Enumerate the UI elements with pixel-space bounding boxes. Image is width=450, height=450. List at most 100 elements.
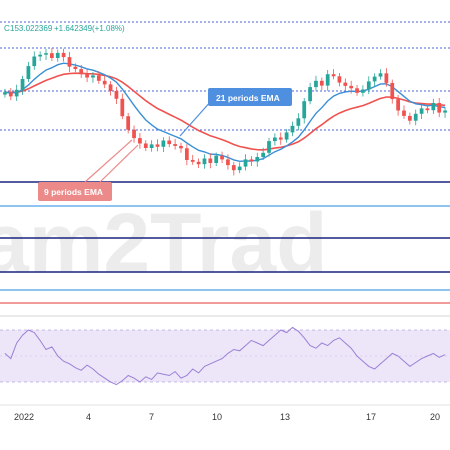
rsi-pane[interactable] [0, 326, 450, 386]
candle-body [132, 129, 136, 139]
candle-body [202, 158, 207, 165]
candle-body [437, 103, 442, 113]
candle-body [149, 144, 154, 148]
candle-body [20, 79, 25, 90]
ema-9-callout-box [38, 182, 112, 201]
candle-body [319, 80, 324, 86]
candle-body [361, 89, 365, 93]
candle-body [120, 98, 125, 117]
ema-21-callout-text: 21 periods EMA [216, 93, 280, 103]
candle-body [396, 99, 400, 111]
horizontal-levels [0, 181, 450, 304]
candle-body [337, 76, 342, 83]
candle-body [331, 74, 336, 77]
candle-body [390, 82, 395, 100]
candle-body [372, 76, 377, 82]
candle-body [179, 145, 183, 149]
candle-body [190, 160, 195, 162]
x-tick-label: 2022 [14, 412, 34, 422]
candle-body [3, 92, 7, 95]
candle-body [26, 66, 31, 79]
candle-body [85, 74, 89, 78]
candle-body [38, 54, 43, 57]
candle-body [220, 155, 224, 160]
ema-9-callout-text: 9 periods EMA [44, 187, 103, 197]
x-tick-label: 4 [86, 412, 91, 422]
candle-body [273, 137, 277, 142]
time-axis[interactable]: 2022 4 7 10 13 17 20 [0, 404, 450, 422]
ema-9-callout: 9 periods EMA [38, 139, 139, 201]
candle-body [343, 82, 348, 86]
x-tick-label: 17 [366, 412, 376, 422]
candle-body [278, 137, 283, 140]
candle-body [167, 140, 172, 145]
candle-body [302, 101, 307, 119]
candle-body [208, 158, 213, 163]
candle-body [431, 103, 436, 111]
candle-body [50, 53, 54, 58]
ema-9-line [4, 62, 446, 163]
legend-close-value: 153.022369 [10, 24, 53, 33]
candle-body [325, 74, 330, 86]
candle-body [226, 159, 230, 166]
rsi-line [4, 326, 446, 386]
legend-close-label: C [4, 24, 10, 33]
candle-body [8, 92, 13, 97]
candle-body [14, 89, 19, 97]
ema-21-line [4, 72, 446, 151]
candle-body [237, 166, 242, 171]
candle-body [419, 108, 424, 114]
candle-body [196, 161, 201, 165]
candle-body [407, 115, 412, 121]
candle-body [255, 157, 260, 162]
candle-body [443, 110, 447, 113]
candle-body [214, 155, 219, 163]
x-tick-label: 7 [149, 412, 154, 422]
ema-21-callout: 21 periods EMA [179, 88, 292, 137]
candle-body [384, 73, 389, 83]
candle-body [126, 116, 131, 130]
candle-body [79, 69, 84, 75]
candle-body [355, 88, 359, 93]
candle-body [138, 138, 142, 144]
x-tick-label: 13 [280, 412, 290, 422]
candle-body [143, 143, 148, 148]
legend-change: +1.642349 [54, 24, 93, 33]
price-legend: C 153.022369 +1.642349 (+1.08%) [4, 24, 125, 33]
x-tick-label: 10 [212, 412, 222, 422]
candle-body [108, 84, 113, 91]
candle-body [243, 159, 248, 167]
candle-body [96, 75, 101, 81]
candle-body [44, 53, 48, 55]
ema-9-pointer-a [84, 139, 133, 183]
x-tick-label: 20 [430, 412, 440, 422]
candle-body [284, 132, 289, 140]
candle-body [67, 57, 72, 67]
candle-body [413, 113, 418, 121]
candle-body [161, 140, 166, 147]
candle-body [249, 159, 254, 162]
candle-body [91, 75, 95, 78]
watermark: am2Trad [0, 196, 328, 290]
candle-body [155, 144, 160, 147]
candle-body [290, 125, 295, 133]
candle-body [308, 87, 312, 102]
candle-body [425, 108, 430, 111]
legend-change-pct: (+1.08%) [92, 24, 125, 33]
candle-body [173, 144, 177, 146]
candle-body [267, 141, 271, 153]
candle-body [349, 85, 354, 89]
candle-body [402, 110, 406, 116]
candle-body [73, 66, 78, 70]
ema-9-pointer-b [99, 144, 139, 183]
candle-body [261, 152, 266, 157]
candlestick-series [3, 48, 447, 176]
candle-body [366, 81, 371, 90]
candle-body [61, 52, 66, 58]
candle-body [55, 52, 60, 58]
price-pane[interactable]: am2Trad C 153.022369 +1.642349 (+1.08%) … [0, 21, 450, 304]
candle-body [296, 118, 301, 126]
candle-body [314, 80, 318, 88]
ema-21-pointer [179, 99, 213, 137]
